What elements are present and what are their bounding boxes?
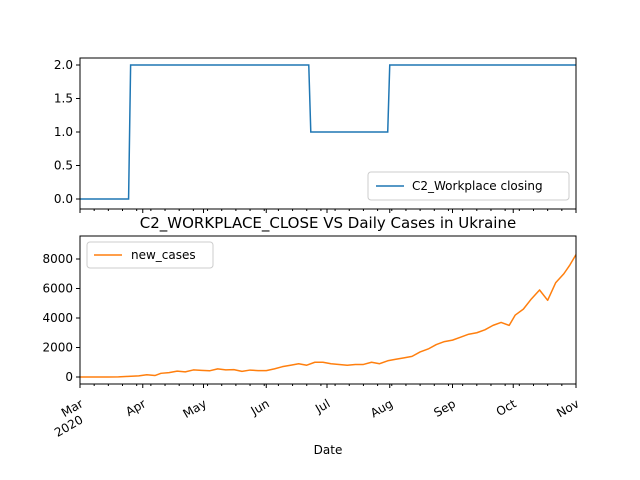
top-chart-frame [79, 57, 577, 210]
bottom-chart-series-layer [80, 254, 577, 378]
top-chart-panel: 0.0 0.5 1.0 1.5 2.0 C2_Workplace closing [54, 57, 577, 213]
bottom-chart-legend-label: new_cases [131, 248, 196, 262]
top-chart-y-tick-label: 2.0 [54, 58, 73, 72]
bottom-chart-legend: new_cases [86, 241, 214, 269]
bottom-chart-frame [79, 235, 577, 385]
bottom-chart-y-tick-label: 6000 [42, 282, 73, 296]
top-chart-legend: C2_Workplace closing [367, 171, 570, 201]
bottom-chart-x-tick-label: May [181, 396, 209, 421]
bottom-chart-series-line [80, 254, 577, 378]
bottom-chart-y-tick-label: 8000 [42, 252, 73, 266]
top-chart-y-tick-label: 0.0 [54, 192, 73, 206]
bottom-chart-x-tick-label: Apr [123, 396, 148, 419]
top-chart-y-tick-label: 1.0 [54, 125, 73, 139]
top-chart-series-line [80, 64, 576, 200]
bottom-chart-y-axis: 0 2000 4000 6000 8000 [42, 252, 80, 384]
bottom-chart-x-tick-label: Oct [494, 396, 519, 419]
bottom-chart-x-tick-label: Sep [431, 396, 458, 419]
x-axis-label: Date [314, 443, 343, 457]
bottom-chart-x-tick-label: Aug [368, 396, 395, 420]
top-chart-x-ticks [79, 209, 577, 213]
bottom-chart-y-tick-label: 0 [65, 370, 73, 384]
top-chart-y-tick-label: 1.5 [54, 92, 73, 106]
bottom-chart-x-tick-label: Nov [554, 396, 581, 420]
top-chart-legend-box [367, 171, 570, 201]
top-chart-legend-label: C2_Workplace closing [412, 179, 543, 193]
chart-title: C2_WORKPLACE_CLOSE VS Daily Cases in Ukr… [140, 214, 516, 233]
bottom-chart-x-tick-label: Jun [248, 396, 272, 418]
bottom-chart-legend-box [86, 241, 214, 269]
bottom-chart-y-tick-label: 2000 [42, 341, 73, 355]
top-chart-series-layer [80, 64, 576, 200]
top-chart-y-axis: 0.0 0.5 1.0 1.5 2.0 [54, 58, 80, 206]
top-chart-y-tick-label: 0.5 [54, 159, 73, 173]
bottom-chart-y-tick-label: 4000 [42, 311, 73, 325]
bottom-chart-x-tick-label: Jul [312, 396, 332, 416]
